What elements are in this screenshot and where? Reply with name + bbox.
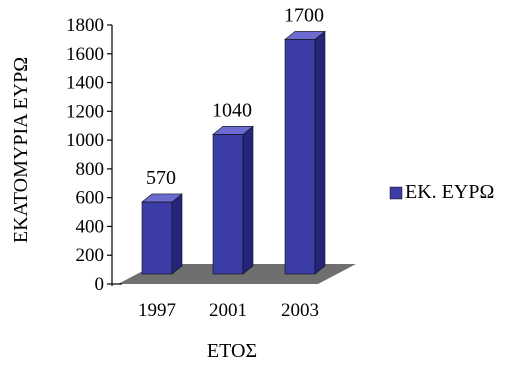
bar-side [171, 193, 183, 275]
bar-side [314, 30, 326, 275]
bar-front [141, 201, 173, 275]
bar-top [141, 193, 183, 203]
y-tick-label: 600 [76, 188, 105, 209]
y-tick-label: 1000 [66, 130, 104, 151]
y-axis: 0 200 400 600 800 1000 1200 1400 1600 1800 [66, 15, 122, 295]
x-tick-label: 2001 [209, 300, 247, 321]
data-labels: 570 1040 1700 [146, 4, 324, 189]
y-tick-label: 1200 [66, 101, 104, 122]
legend: ΕΚ. ΕΥΡΩ [389, 181, 494, 203]
data-label: 1700 [284, 4, 324, 26]
x-tick-label: 2003 [281, 300, 319, 321]
y-tick-label: 400 [76, 216, 105, 237]
bar-front [212, 134, 244, 275]
bar-side [242, 125, 254, 275]
bar [141, 193, 183, 275]
data-label: 570 [146, 167, 176, 189]
y-tick-label: 1600 [66, 44, 104, 65]
x-tick-label: 1997 [138, 300, 176, 321]
x-axis-title: ΕΤΟΣ [207, 340, 257, 362]
data-label: 1040 [212, 99, 252, 121]
y-tick-label: 200 [76, 245, 105, 266]
y-axis-title: ΕΚΑΤΟΜΥΡΙΑ ΕΥΡΩ [10, 57, 32, 243]
y-tick-label: 1400 [66, 73, 104, 94]
y-tick-label: 1800 [66, 15, 104, 36]
bar [212, 125, 254, 275]
legend-swatch [389, 186, 403, 200]
bar-top [212, 126, 254, 135]
legend-label: ΕΚ. ΕΥΡΩ [405, 181, 494, 203]
bar [284, 30, 326, 275]
bars [141, 30, 326, 275]
bar-top [284, 31, 326, 40]
y-tick-label: 0 [95, 274, 105, 295]
y-tick-label: 800 [76, 159, 105, 180]
bar-front [284, 39, 316, 275]
x-axis-ticks: 1997 2001 2003 [138, 300, 319, 321]
